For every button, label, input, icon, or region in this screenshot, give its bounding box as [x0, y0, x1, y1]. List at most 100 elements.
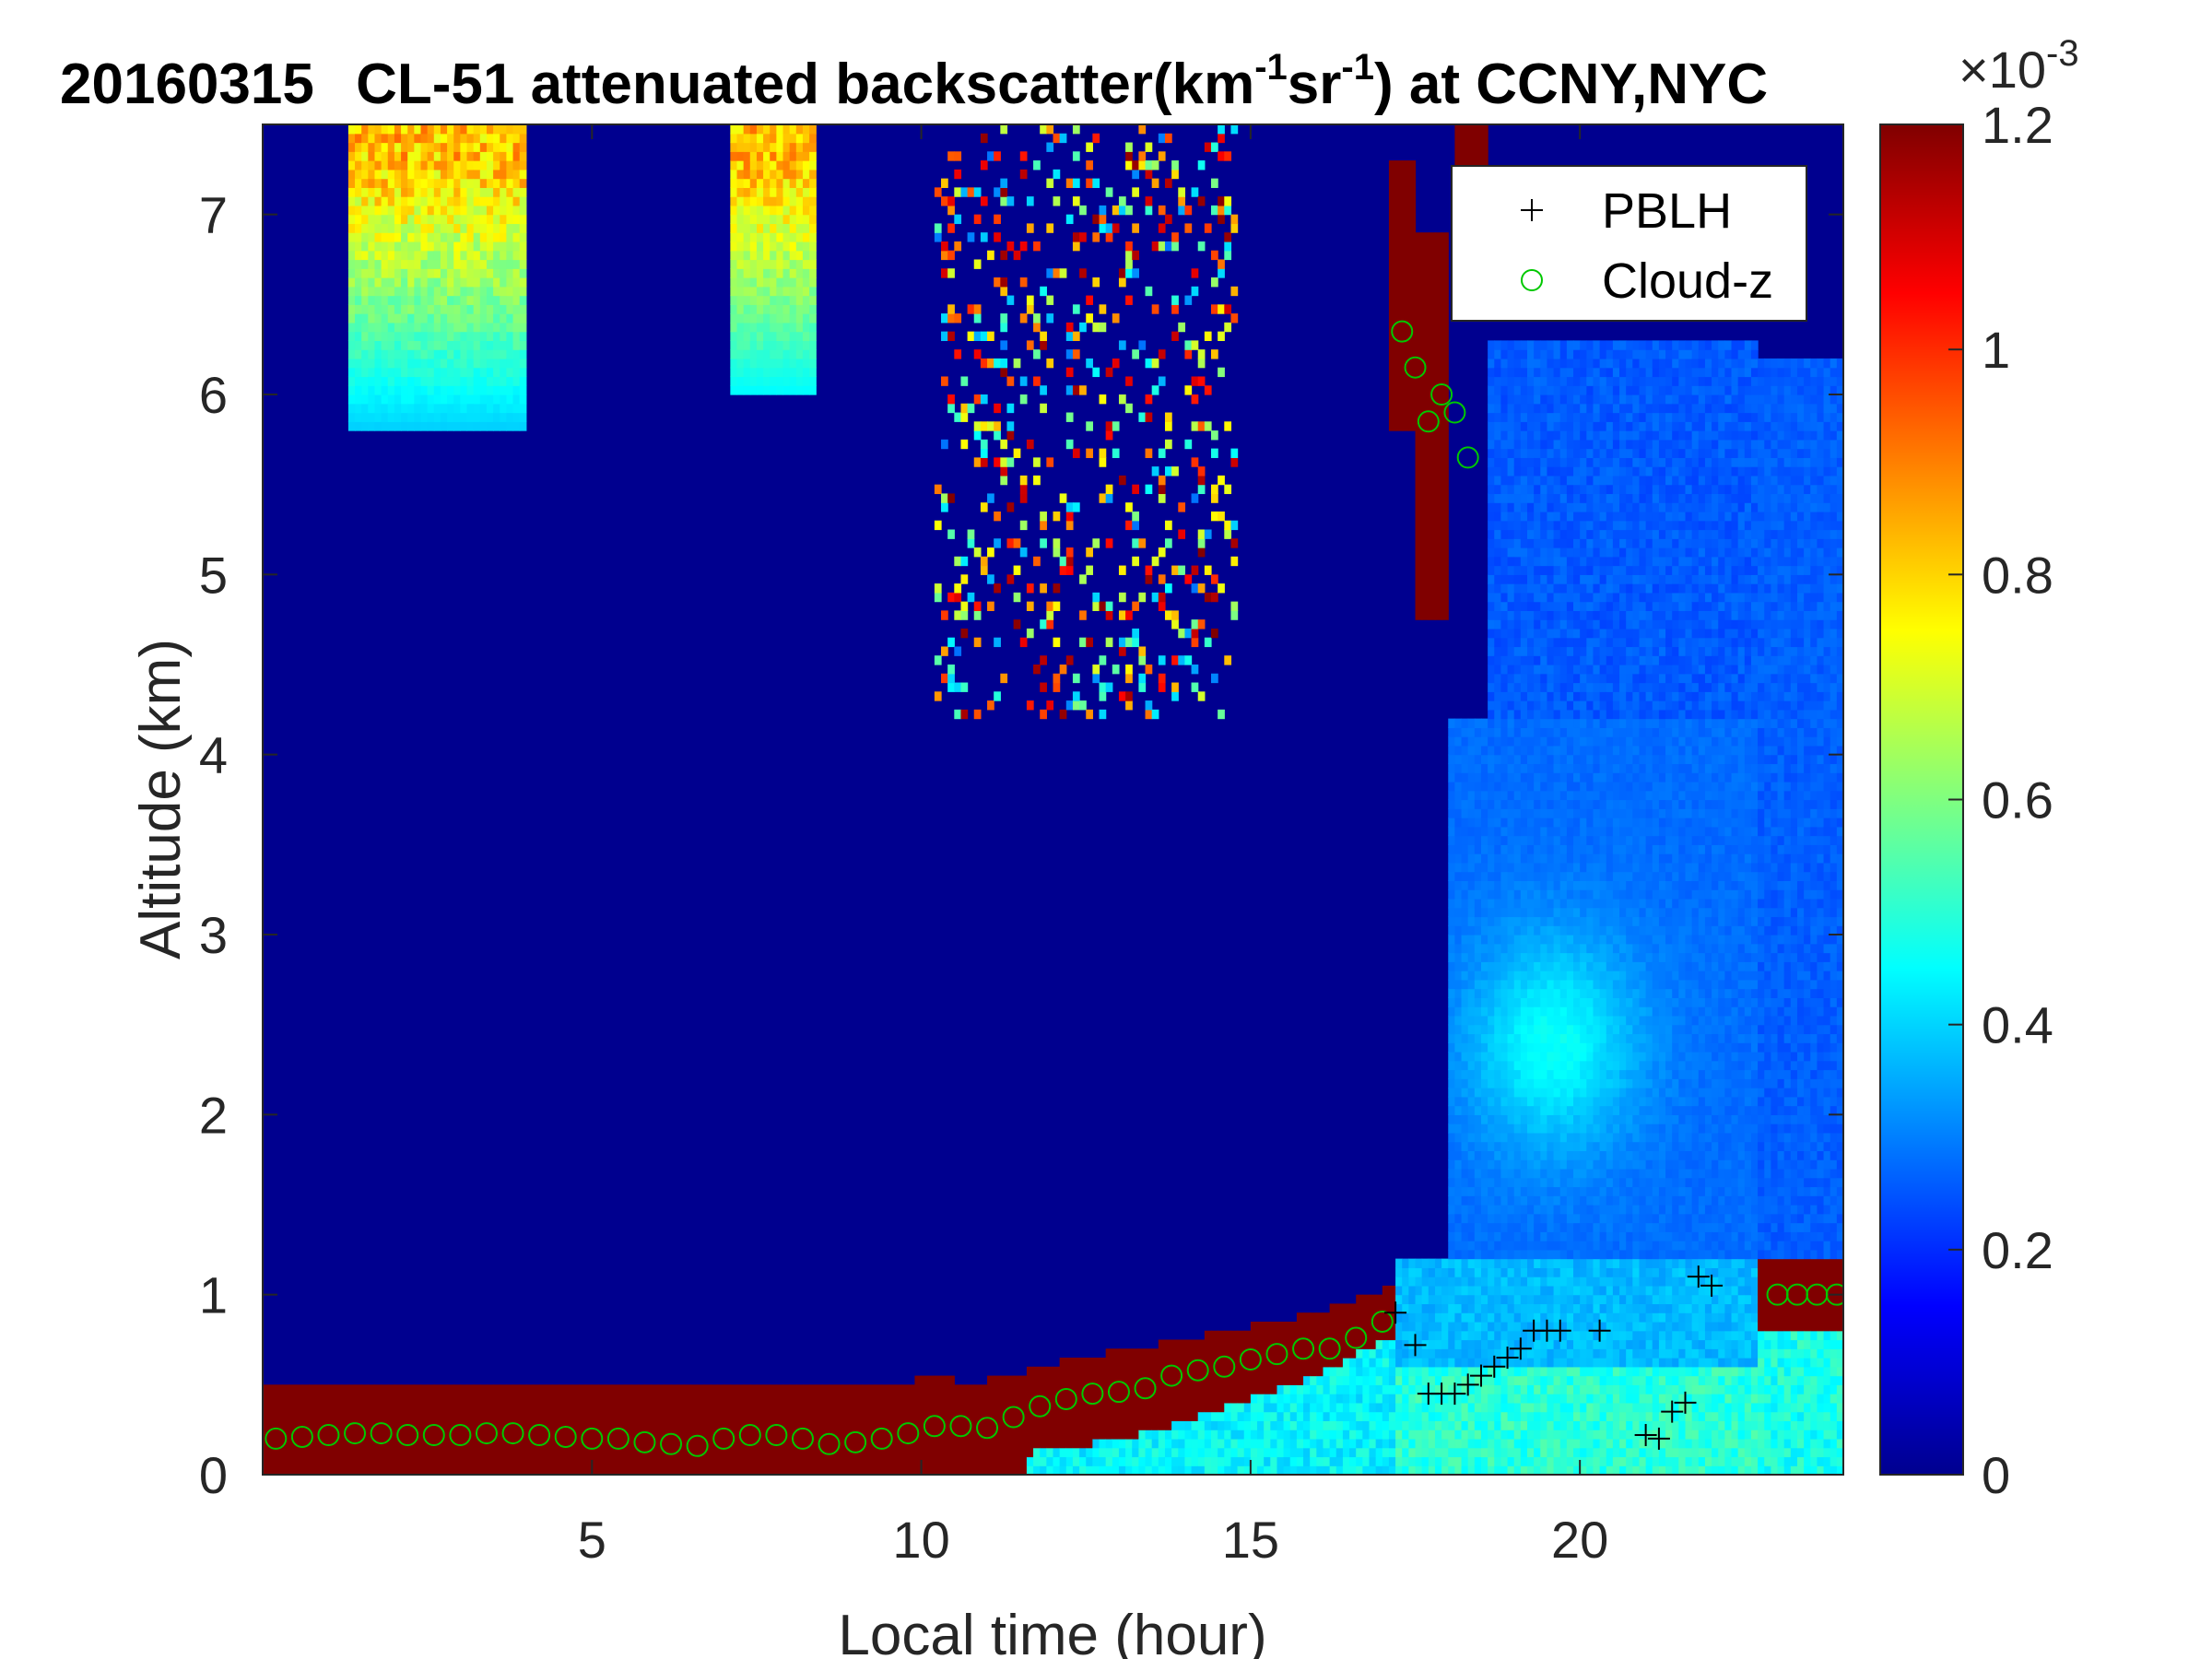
heatmap-cell [1092, 1375, 1100, 1385]
heatmap-cell [1434, 529, 1442, 539]
heatmap-cell [1428, 349, 1436, 359]
heatmap-cell [440, 232, 448, 242]
heatmap-cell [1454, 1105, 1463, 1115]
heatmap-cell [1145, 565, 1153, 575]
heatmap-cell [763, 295, 771, 305]
heatmap-cell [756, 124, 764, 135]
heatmap-cell [1362, 1402, 1371, 1413]
heatmap-cell [1065, 331, 1074, 341]
heatmap-cell [1184, 439, 1193, 450]
heatmap-cell [447, 205, 454, 216]
heatmap-cell [921, 1394, 929, 1404]
heatmap-cell [921, 1465, 929, 1475]
heatmap-cell [934, 1438, 942, 1449]
heatmap-cell [335, 1402, 343, 1413]
heatmap-cell [427, 304, 435, 314]
heatmap-cell [328, 1438, 336, 1449]
heatmap-cell [433, 232, 441, 242]
heatmap-cell [749, 169, 758, 180]
heatmap-cell [322, 1394, 330, 1404]
heatmap-cell [1230, 1330, 1239, 1341]
heatmap-cell [486, 214, 494, 225]
heatmap-cell [1461, 1015, 1469, 1026]
heatmap-cell [1184, 628, 1193, 639]
heatmap-cell [947, 1411, 955, 1421]
heatmap-cell [1428, 1312, 1436, 1323]
heatmap-cell [440, 214, 448, 225]
heatmap-cell [381, 1456, 389, 1466]
heatmap-cell [1243, 1411, 1252, 1421]
heatmap-cell [756, 1420, 764, 1430]
heatmap-cell [473, 178, 481, 188]
heatmap-cell [1375, 1312, 1383, 1323]
heatmap-cell [1402, 232, 1409, 242]
heatmap-cell [1349, 1402, 1357, 1413]
heatmap-cell [921, 1411, 929, 1421]
heatmap-cell [1402, 1430, 1409, 1440]
heatmap-cell [440, 421, 448, 431]
heatmap-cell [579, 1394, 586, 1404]
heatmap-cell [770, 214, 777, 225]
heatmap-cell [1138, 1375, 1147, 1385]
heatmap-cell [1323, 1312, 1331, 1323]
heatmap-cell [1040, 1394, 1047, 1404]
heatmap-cell [394, 340, 402, 350]
heatmap-cell [1454, 1078, 1463, 1088]
heatmap-cell [1448, 1159, 1455, 1170]
heatmap-cell [1474, 961, 1482, 971]
heatmap-cell [1118, 268, 1126, 278]
heatmap-cell [1474, 781, 1482, 792]
heatmap-cell [1434, 322, 1442, 333]
heatmap-cell [1283, 1447, 1291, 1458]
heatmap-cell [1040, 403, 1047, 414]
heatmap-cell [440, 1394, 448, 1404]
heatmap-cell [749, 376, 758, 386]
heatmap-cell [1480, 1348, 1488, 1359]
heatmap-cell [1289, 1394, 1298, 1404]
heatmap-cell [1040, 511, 1047, 522]
heatmap-cell [1388, 196, 1396, 206]
heatmap-cell [1395, 268, 1403, 278]
heatmap-cell [427, 349, 435, 359]
heatmap-cell [809, 133, 817, 144]
heatmap-cell [1040, 340, 1047, 350]
heatmap-cell [1402, 250, 1409, 261]
heatmap-cell [941, 1465, 948, 1475]
heatmap-cell [1026, 583, 1034, 594]
heatmap-cell [420, 376, 429, 386]
heatmap-cell [1362, 1465, 1371, 1475]
heatmap-cell [447, 1384, 454, 1394]
heatmap-cell [822, 1394, 830, 1404]
heatmap-cell [361, 376, 369, 386]
heatmap-cell [1164, 1402, 1172, 1413]
heatmap-cell [479, 1447, 488, 1458]
heatmap-cell [1434, 295, 1442, 305]
heatmap-cell [1480, 1375, 1488, 1385]
heatmap-cell [493, 322, 500, 333]
heatmap-cell [1243, 1420, 1252, 1430]
heatmap-cell [420, 286, 429, 297]
heatmap-cell [1197, 691, 1206, 701]
heatmap-cell [1342, 1312, 1350, 1323]
heatmap-cell [447, 367, 454, 378]
heatmap-cell [1474, 943, 1482, 954]
heatmap-cell [862, 1384, 870, 1394]
heatmap-cell [1019, 1394, 1028, 1404]
heatmap-cell [1019, 475, 1028, 486]
heatmap-cell [618, 1402, 626, 1413]
heatmap-cell [684, 1420, 692, 1430]
heatmap-cell [795, 331, 804, 341]
heatmap-cell [947, 1384, 955, 1394]
heatmap-cell [1072, 196, 1080, 206]
heatmap-cell [1454, 1312, 1463, 1323]
heatmap-cell [1467, 736, 1476, 747]
heatmap-cell [736, 277, 745, 288]
heatmap-cell [1046, 1366, 1054, 1377]
heatmap-cell [664, 1456, 672, 1466]
heatmap-cell [1283, 1394, 1291, 1404]
heatmap-cell [914, 1456, 923, 1466]
heatmap-cell [1402, 1366, 1409, 1377]
heatmap-cell [1474, 1168, 1482, 1179]
heatmap-cell [1138, 1438, 1147, 1449]
heatmap-cell [519, 268, 527, 278]
